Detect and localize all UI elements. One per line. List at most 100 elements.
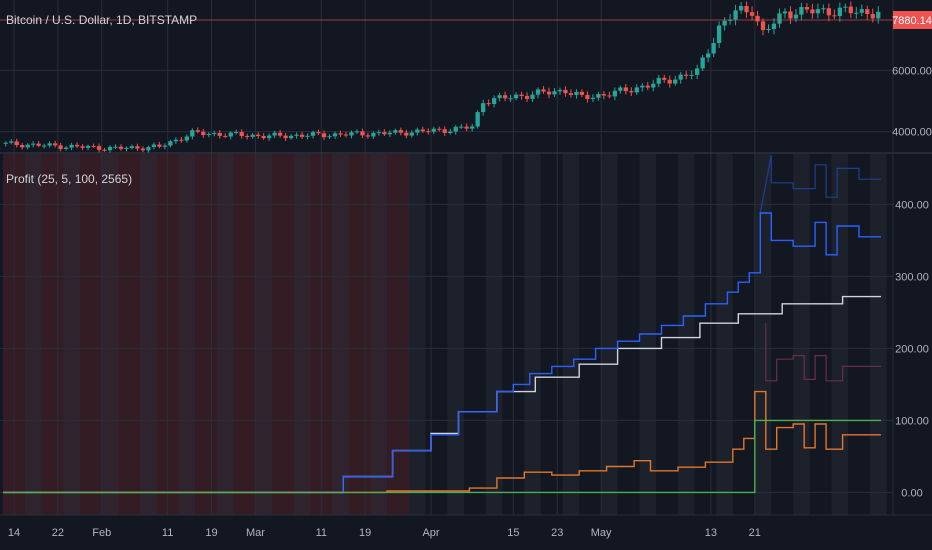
candle-body	[596, 94, 601, 98]
candle-body	[52, 143, 58, 146]
candle-body	[223, 135, 228, 137]
time-axis-tick-label: Apr	[422, 527, 439, 539]
candle-body	[848, 6, 853, 14]
candle-body	[782, 11, 788, 14]
candle-body	[733, 10, 738, 20]
candle-body	[239, 132, 244, 137]
time-axis-tick-label: Feb	[92, 527, 111, 539]
candle-body	[678, 74, 683, 80]
candle-body	[755, 15, 760, 22]
candle-body	[557, 89, 563, 92]
candle-body	[80, 146, 85, 148]
indicator-axis-tick-label: 400.00	[895, 199, 929, 211]
gray-stripe-band	[754, 154, 772, 515]
candle-body	[618, 87, 623, 91]
candle-body	[267, 135, 272, 139]
time-axis-tick-label: 15	[507, 527, 519, 539]
candle-body	[716, 25, 722, 43]
candle-body	[662, 77, 667, 80]
candle-body	[146, 147, 151, 151]
candle-body	[69, 144, 74, 148]
gray-stripe-band	[255, 154, 272, 515]
candle-body	[738, 6, 744, 11]
candle-body	[206, 133, 211, 136]
candle-body	[354, 131, 360, 133]
candle-body	[481, 103, 486, 113]
candle-body	[431, 128, 436, 132]
candle-body	[190, 130, 195, 137]
gray-stripe-band	[140, 154, 157, 515]
symbol-title: Bitcoin / U.S. Dollar, 1D, BITSTAMP	[6, 13, 197, 27]
candle-body	[151, 144, 157, 148]
indicator-background-bands	[3, 154, 887, 515]
candle-body	[157, 144, 162, 147]
time-axis-tick-label: 19	[359, 527, 371, 539]
candle-body	[486, 103, 491, 105]
gray-stripe-band	[831, 154, 849, 515]
candle-body	[826, 8, 832, 16]
candle-body	[14, 141, 19, 146]
indicator-axis[interactable]: 0.00 100.00 200.00 300.00 400.00	[895, 199, 929, 499]
candle-body	[865, 9, 870, 15]
candle-body	[491, 98, 497, 105]
candle-body	[409, 132, 414, 136]
candle-body	[31, 143, 36, 145]
gray-stripe-band	[524, 154, 541, 515]
candle-body	[508, 98, 513, 100]
candle-body	[129, 146, 135, 148]
gray-stripe-band	[178, 154, 196, 515]
candle-body	[524, 96, 530, 99]
indicator-axis-tick-label: 100.00	[895, 415, 929, 427]
indicator-axis-tick-label: 0.00	[901, 487, 922, 499]
candle-body	[629, 91, 634, 93]
candle-body	[832, 15, 837, 17]
candle-body	[771, 23, 777, 29]
candle-body	[590, 97, 596, 99]
gray-stripe-band	[870, 154, 887, 515]
time-axis-tick-label: May	[591, 527, 612, 539]
gray-stripe-band	[63, 154, 80, 515]
gray-stripe-band	[447, 154, 464, 515]
blue-profit-line	[3, 212, 881, 494]
candle-body	[843, 6, 848, 8]
candle-body	[398, 130, 403, 133]
candle-body	[124, 147, 129, 149]
candle-body	[294, 134, 299, 136]
pink-upper-envelope-line	[765, 323, 881, 382]
candle-body	[107, 146, 113, 151]
candle-body	[184, 136, 189, 141]
candle-body	[365, 135, 371, 137]
candle-body	[91, 145, 96, 147]
time-axis-tick-label: 19	[205, 527, 217, 539]
time-axis-tick-label: 21	[749, 527, 761, 539]
candle-body	[415, 129, 420, 133]
candle-body	[360, 131, 365, 136]
candle-body	[673, 79, 678, 84]
candle-body	[47, 143, 52, 146]
gray-stripe-band	[332, 154, 349, 515]
candle-body	[766, 28, 771, 31]
price-axis[interactable]: 4000.00 6000.00	[892, 65, 932, 138]
gray-stripe-band	[601, 154, 618, 515]
candle-body	[612, 90, 617, 97]
candle-body	[58, 145, 63, 149]
candle-body	[464, 126, 469, 129]
price-axis-tick-label: 4000.00	[892, 127, 932, 139]
gray-stripe-band	[716, 154, 733, 515]
candle-body	[821, 8, 826, 10]
indicator-axis-tick-label: 200.00	[895, 343, 929, 355]
candle-body	[777, 13, 782, 24]
candle-body	[20, 145, 25, 148]
candle-body	[837, 7, 842, 17]
candle-body	[135, 146, 140, 149]
candle-body	[316, 132, 321, 134]
candle-body	[706, 53, 711, 58]
time-axis[interactable]: 14 22 Feb 11 19 Mar 11 19 Apr 15 23 May 13 21	[8, 527, 761, 539]
candle-body	[382, 132, 387, 135]
candle-body	[744, 6, 749, 13]
gray-stripe-band	[370, 154, 388, 515]
candle-body	[250, 134, 255, 137]
candle-body	[541, 89, 546, 92]
candle-body	[513, 94, 519, 99]
